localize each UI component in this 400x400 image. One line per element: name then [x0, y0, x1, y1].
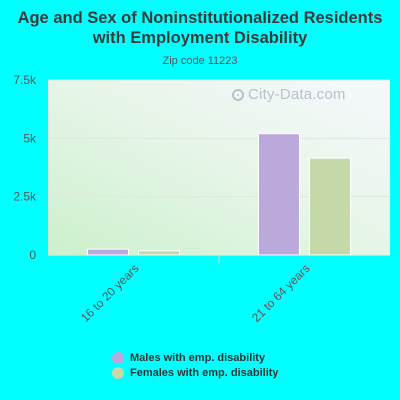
bar-males	[258, 133, 300, 256]
chart-title: Age and Sex of Noninstitutionalized Resi…	[0, 8, 400, 48]
chart-subtitle: Zip code 11223	[162, 55, 238, 67]
y-tick-label: 2.5k	[13, 190, 37, 204]
x-tick-label: 21 to 64 years	[249, 261, 313, 325]
x-tick-label: 16 to 20 years	[78, 261, 142, 325]
y-tick-label: 0	[29, 248, 36, 262]
legend-item-females: Females with emp. disability	[112, 365, 279, 380]
y-tick-label: 7.5k	[13, 73, 37, 87]
magnifier-icon	[232, 88, 244, 101]
legend-label-males: Males with emp. disability	[130, 351, 266, 364]
bar-females	[309, 157, 351, 256]
legend-label-females: Females with emp. disability	[130, 366, 279, 379]
bar-females	[138, 250, 180, 256]
x-axis-ticks: 16 to 20 years 21 to 64 years	[48, 255, 390, 325]
chart-title-text: Age and Sex of Noninstitutionalized Resi…	[17, 9, 383, 47]
bar-males	[87, 248, 129, 256]
y-tick-label: 5k	[23, 131, 37, 145]
legend-swatch-females	[112, 366, 124, 379]
legend-swatch-males	[112, 351, 124, 364]
watermark: City-Data.com	[232, 86, 346, 103]
legend-item-males: Males with emp. disability	[112, 350, 279, 365]
legend: Males with emp. disability Females with …	[112, 350, 279, 380]
watermark-text: City-Data.com	[248, 86, 346, 103]
y-axis-ticks: 0 2.5k 5k 7.5k	[13, 73, 37, 262]
